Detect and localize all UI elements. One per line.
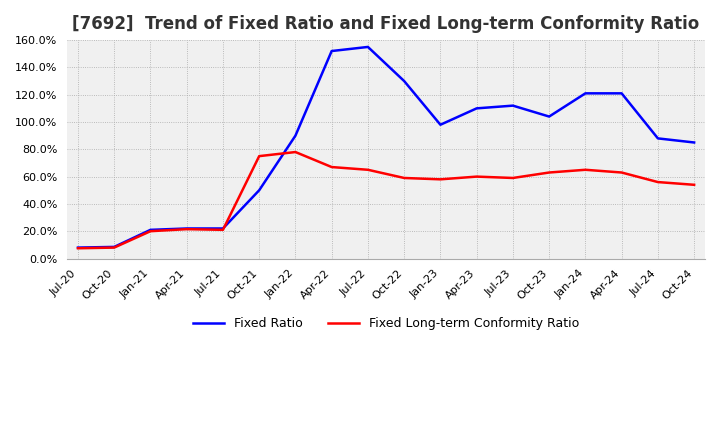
Fixed Ratio [219, 226, 228, 231]
Fixed Ratio [545, 114, 554, 119]
Line: Fixed Ratio: Fixed Ratio [78, 47, 694, 248]
Title: [7692]  Trend of Fixed Ratio and Fixed Long-term Conformity Ratio: [7692] Trend of Fixed Ratio and Fixed Lo… [73, 15, 700, 33]
Fixed Long-term Conformity Ratio [255, 154, 264, 159]
Fixed Long-term Conformity Ratio [328, 165, 336, 170]
Fixed Ratio [328, 48, 336, 54]
Fixed Ratio [472, 106, 481, 111]
Fixed Long-term Conformity Ratio [436, 177, 445, 182]
Fixed Ratio [146, 227, 155, 232]
Fixed Ratio [73, 245, 82, 250]
Fixed Long-term Conformity Ratio [291, 150, 300, 155]
Fixed Long-term Conformity Ratio [182, 227, 191, 232]
Fixed Ratio [182, 226, 191, 231]
Fixed Long-term Conformity Ratio [146, 228, 155, 234]
Fixed Ratio [110, 244, 119, 249]
Fixed Ratio [400, 78, 408, 84]
Fixed Long-term Conformity Ratio [617, 170, 626, 175]
Fixed Long-term Conformity Ratio [472, 174, 481, 179]
Fixed Ratio [690, 140, 698, 145]
Fixed Long-term Conformity Ratio [508, 175, 517, 180]
Fixed Ratio [654, 136, 662, 141]
Fixed Long-term Conformity Ratio [581, 167, 590, 172]
Fixed Ratio [617, 91, 626, 96]
Fixed Long-term Conformity Ratio [73, 246, 82, 251]
Fixed Long-term Conformity Ratio [110, 245, 119, 250]
Fixed Long-term Conformity Ratio [219, 227, 228, 232]
Fixed Ratio [255, 187, 264, 193]
Fixed Long-term Conformity Ratio [364, 167, 372, 172]
Fixed Ratio [364, 44, 372, 50]
Fixed Long-term Conformity Ratio [545, 170, 554, 175]
Line: Fixed Long-term Conformity Ratio: Fixed Long-term Conformity Ratio [78, 152, 694, 248]
Fixed Ratio [291, 133, 300, 138]
Fixed Long-term Conformity Ratio [654, 180, 662, 185]
Fixed Ratio [581, 91, 590, 96]
Legend: Fixed Ratio, Fixed Long-term Conformity Ratio: Fixed Ratio, Fixed Long-term Conformity … [188, 312, 585, 335]
Fixed Long-term Conformity Ratio [400, 175, 408, 180]
Fixed Ratio [508, 103, 517, 108]
Fixed Long-term Conformity Ratio [690, 182, 698, 187]
Fixed Ratio [436, 122, 445, 127]
